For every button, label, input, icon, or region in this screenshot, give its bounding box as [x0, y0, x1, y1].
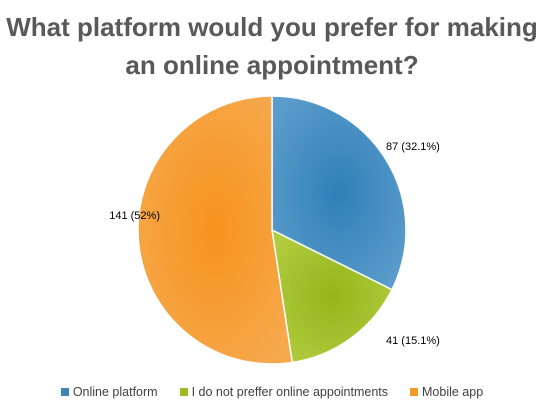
chart-title: What platform would you prefer for makin…	[6, 12, 538, 80]
legend-swatch-2	[410, 388, 419, 396]
legend-item-0: Online platform	[60, 385, 158, 399]
legend: Online platform I do not preffer online a…	[0, 385, 544, 399]
pie-slice-2	[137, 95, 294, 365]
legend-item-1: I do not preffer online appointments	[179, 385, 389, 399]
pie-slice-0	[271, 95, 407, 291]
legend-label-1: I do not preffer online appointments	[191, 385, 389, 399]
legend-label-2: Mobile app	[422, 385, 484, 399]
data-label-2: 141 (52%)	[109, 210, 160, 222]
data-label-0: 87 (32.1%)	[386, 141, 440, 153]
pie-slice-1	[271, 228, 393, 364]
legend-swatch-0	[60, 388, 69, 396]
data-label-1: 41 (15.1%)	[386, 335, 440, 347]
legend-swatch-1	[179, 388, 188, 396]
legend-item-2: Mobile app	[410, 385, 483, 399]
legend-label-0: Online platform	[72, 385, 158, 399]
